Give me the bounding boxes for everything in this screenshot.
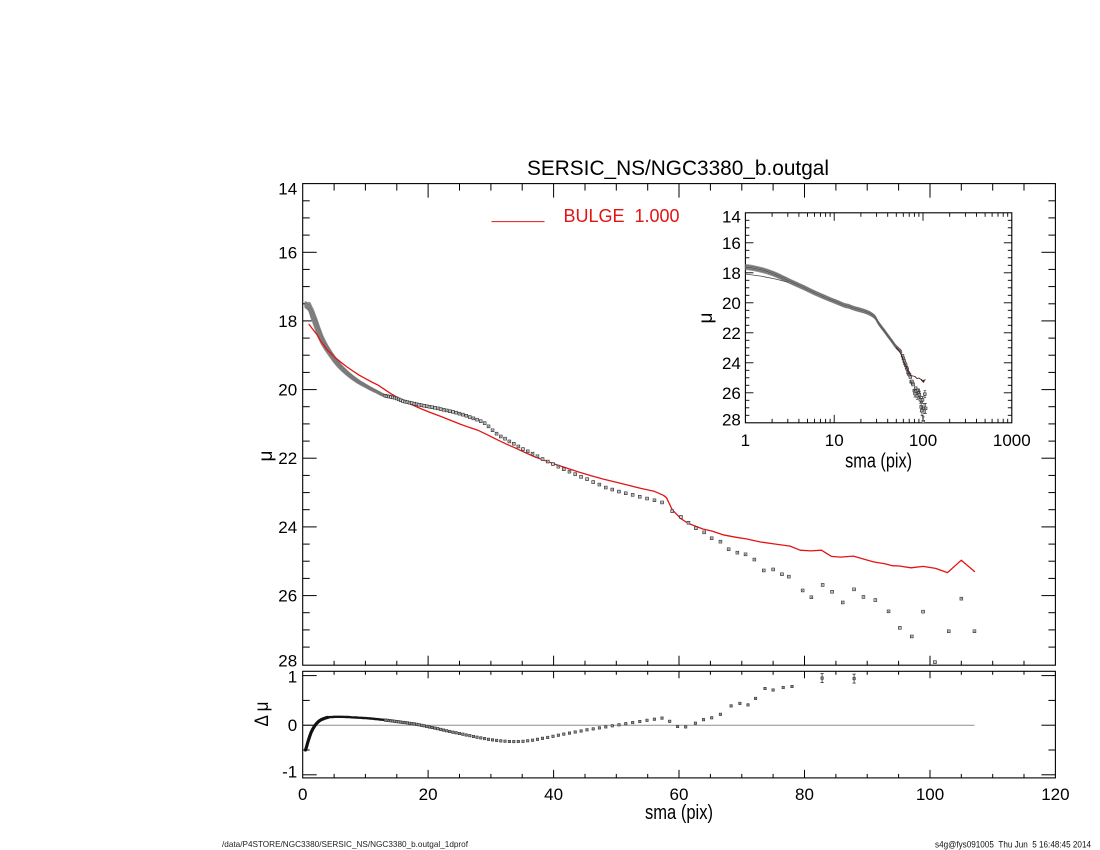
svg-text:100: 100: [909, 431, 937, 450]
svg-text:20: 20: [278, 381, 297, 400]
svg-text:22: 22: [278, 449, 297, 468]
svg-text:SERSIC_NS/NGC3380_b.outgal: SERSIC_NS/NGC3380_b.outgal: [527, 157, 829, 180]
svg-text:26: 26: [278, 587, 297, 606]
svg-text:40: 40: [544, 785, 563, 804]
svg-text:μ: μ: [696, 313, 717, 324]
svg-text:0: 0: [288, 716, 297, 735]
svg-text:120: 120: [1041, 785, 1069, 804]
svg-text:0: 0: [298, 785, 307, 804]
svg-text:28: 28: [722, 410, 741, 429]
svg-text:Δ μ: Δ μ: [252, 702, 273, 727]
svg-text:18: 18: [278, 312, 297, 331]
svg-text:BULGE 1.000: BULGE 1.000: [564, 206, 680, 226]
svg-text:sma (pix): sma (pix): [645, 802, 713, 824]
svg-text:μ: μ: [256, 451, 277, 462]
svg-text:60: 60: [670, 785, 689, 804]
svg-text:sma (pix): sma (pix): [845, 451, 912, 473]
svg-text:20: 20: [419, 785, 438, 804]
svg-text:10: 10: [825, 431, 844, 450]
svg-text:100: 100: [916, 785, 944, 804]
svg-text:18: 18: [722, 264, 741, 283]
svg-text:14: 14: [722, 207, 741, 226]
svg-text:16: 16: [278, 243, 297, 262]
svg-text:20: 20: [722, 294, 741, 313]
svg-text:22: 22: [722, 324, 741, 343]
svg-text:1: 1: [288, 667, 297, 686]
svg-text:28: 28: [278, 652, 297, 671]
svg-text:-1: -1: [282, 763, 297, 782]
svg-text:/data/P4STORE/NGC3380/SERSIC_N: /data/P4STORE/NGC3380/SERSIC_NS/NGC3380_…: [222, 840, 469, 849]
svg-text:24: 24: [278, 518, 297, 537]
svg-text:1: 1: [741, 431, 750, 450]
svg-text:24: 24: [722, 354, 741, 373]
svg-text:16: 16: [722, 234, 741, 253]
svg-text:26: 26: [722, 384, 741, 403]
svg-text:1000: 1000: [993, 431, 1031, 450]
svg-text:14: 14: [278, 179, 297, 198]
svg-text:s4g@fys091005 Thu Jun 5 16:4: s4g@fys091005 Thu Jun 5 16:48:45 2014: [935, 840, 1091, 850]
svg-text:80: 80: [795, 785, 814, 804]
